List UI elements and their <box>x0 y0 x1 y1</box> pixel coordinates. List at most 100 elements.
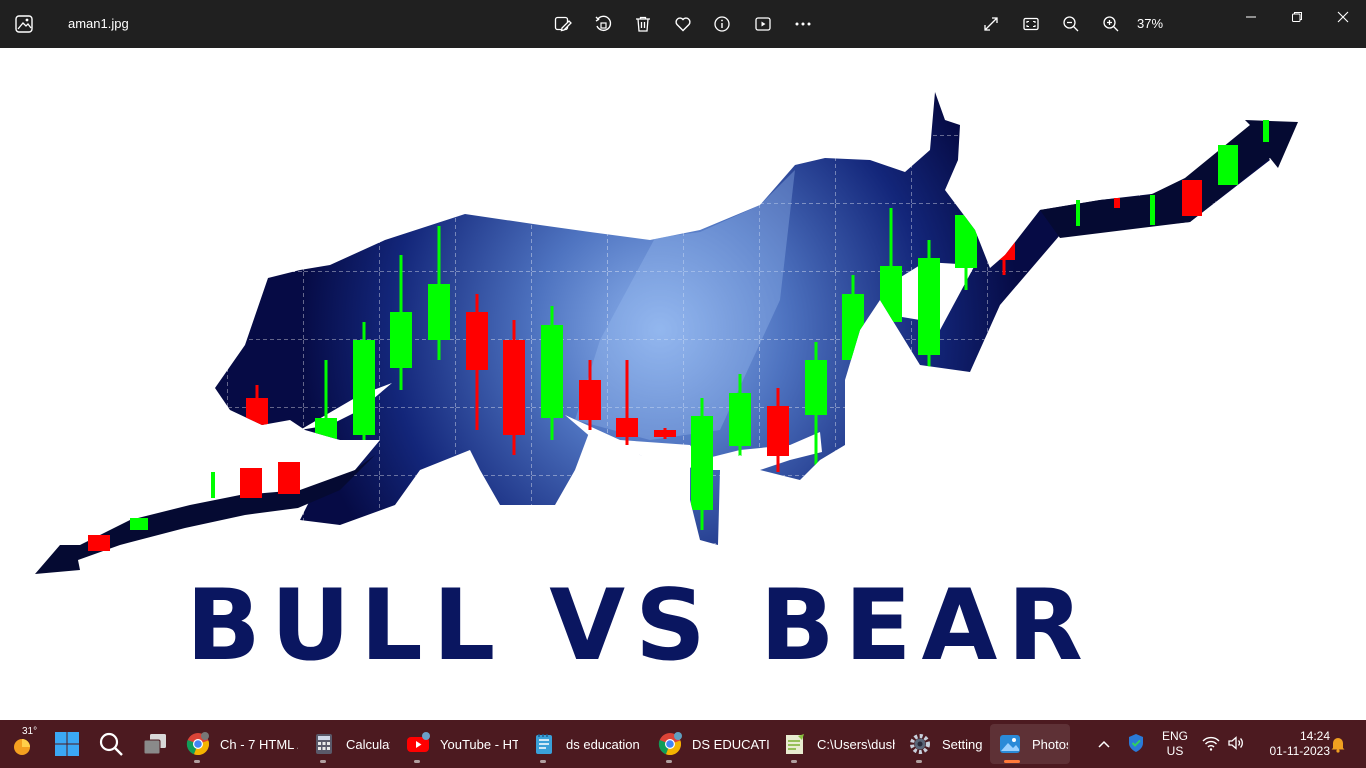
taskbar-app-chrome-2[interactable]: DS EDUCATIO <box>658 724 774 764</box>
candle-body <box>654 430 676 437</box>
candle-body <box>315 418 337 475</box>
more-icon[interactable] <box>791 12 815 36</box>
zoom-in-icon[interactable] <box>1099 12 1123 36</box>
taskbar-app-notepad[interactable]: ds education <box>532 724 648 764</box>
candle-body <box>390 312 412 368</box>
running-indicator <box>916 760 922 763</box>
fit-to-window-icon[interactable] <box>1019 12 1043 36</box>
volume-icon[interactable] <box>1227 735 1245 751</box>
candle-body <box>918 258 940 355</box>
start-icon[interactable] <box>53 730 81 758</box>
arrow-candle <box>1076 200 1080 226</box>
taskbar-app-chrome[interactable]: Ch - 7 HTML / <box>186 724 302 764</box>
notepad-plus-icon <box>783 732 807 756</box>
candle-body <box>353 340 375 435</box>
edit-image-icon[interactable] <box>551 12 575 36</box>
running-indicator <box>666 760 672 763</box>
clock-time: 14:24 <box>1299 729 1330 743</box>
taskbar-app-photos[interactable]: Photos <box>990 724 1070 764</box>
candle-body <box>805 360 827 415</box>
wifi-icon[interactable] <box>1202 735 1220 751</box>
running-indicator <box>540 760 546 763</box>
weather-temp: 31° <box>22 726 38 737</box>
chrome-icon <box>658 732 682 756</box>
candle-wick <box>625 360 629 445</box>
arrow-candle <box>211 472 215 498</box>
running-indicator <box>791 760 797 763</box>
restore-icon[interactable] <box>1282 6 1312 28</box>
candle-body <box>428 284 450 340</box>
running-indicator <box>194 760 200 763</box>
arrow-candle <box>88 535 110 551</box>
info-icon[interactable] <box>710 12 734 36</box>
candle-body <box>842 294 864 360</box>
arrow-candle <box>1150 195 1155 225</box>
input-language[interactable]: ENG US <box>1160 729 1190 759</box>
slideshow-icon[interactable] <box>751 12 775 36</box>
settings-icon <box>908 732 932 756</box>
app-label: ds education <box>566 736 640 752</box>
candle-body <box>466 312 488 370</box>
candle-body <box>880 266 902 322</box>
rotate-icon[interactable] <box>591 12 615 36</box>
bear-arrow <box>35 455 375 574</box>
candle-body <box>729 393 751 446</box>
clock-date: 01-11-2023 <box>1269 744 1331 758</box>
arrow-candle <box>1114 198 1120 208</box>
app-label: Calculat <box>346 736 390 752</box>
notepad-icon <box>532 732 556 756</box>
calculator-icon <box>312 732 336 756</box>
bull-vs-bear-artwork <box>35 92 1298 574</box>
region-code: US <box>1166 744 1184 758</box>
favorite-icon[interactable] <box>671 12 695 36</box>
zoom-out-icon[interactable] <box>1059 12 1083 36</box>
minimize-icon[interactable] <box>1236 6 1266 28</box>
image-viewer[interactable]: BULL VS BEAR <box>0 48 1366 720</box>
candle-body <box>691 416 713 510</box>
bear-arrow-candles <box>88 462 300 551</box>
artwork-title-text: BULL VS BEAR <box>186 569 1093 683</box>
chrome-icon <box>186 732 210 756</box>
app-label: YouTube - HT <box>440 736 518 752</box>
candle-body <box>579 380 601 420</box>
candle-body <box>503 340 525 435</box>
candle-body <box>955 215 977 268</box>
title-bar: aman1.jpg 37% <box>0 0 1366 48</box>
notification-bell-icon[interactable] <box>1330 735 1346 753</box>
app-label: Setting <box>942 736 983 752</box>
weather-widget[interactable] <box>8 728 42 762</box>
youtube-icon <box>406 732 430 756</box>
close-icon[interactable] <box>1328 6 1358 28</box>
taskbar-app-calculator[interactable]: Calculat <box>312 724 398 764</box>
candle-body <box>993 242 1015 260</box>
taskbar-app-settings[interactable]: Setting <box>908 724 984 764</box>
task-view-icon[interactable] <box>141 730 169 758</box>
security-shield-icon[interactable] <box>1127 733 1145 753</box>
app-label: DS EDUCATIO <box>692 736 770 752</box>
clock[interactable]: 14:24 01-11-2023 <box>1254 729 1331 759</box>
running-indicator <box>1004 760 1020 763</box>
candle-body <box>616 418 638 437</box>
app-label: Photos <box>1032 736 1068 752</box>
taskbar-app-notepad-plus[interactable]: C:\Users\dush <box>783 724 899 764</box>
candle-body <box>767 406 789 456</box>
photos-icon <box>998 732 1022 756</box>
photos-app-icon <box>14 14 34 34</box>
taskbar-app-youtube[interactable]: YouTube - HT <box>406 724 522 764</box>
candle-body <box>541 325 563 418</box>
fullscreen-icon[interactable] <box>979 12 1003 36</box>
language-code: ENG <box>1161 729 1188 743</box>
zoom-level[interactable]: 37% <box>1137 16 1164 31</box>
candle-body <box>246 398 268 425</box>
chevron-up-icon[interactable] <box>1096 734 1112 754</box>
app-label: Ch - 7 HTML / <box>220 736 298 752</box>
search-icon[interactable] <box>97 730 125 758</box>
running-indicator <box>414 760 420 763</box>
arrow-candle <box>1182 180 1202 216</box>
file-name: aman1.jpg <box>68 16 129 31</box>
arrow-candle <box>278 462 300 494</box>
running-indicator <box>320 760 326 763</box>
taskbar: 31° Ch - 7 HTML / Calculat YouTube - HT … <box>0 720 1366 768</box>
arrow-candle <box>130 518 148 530</box>
delete-icon[interactable] <box>631 12 655 36</box>
